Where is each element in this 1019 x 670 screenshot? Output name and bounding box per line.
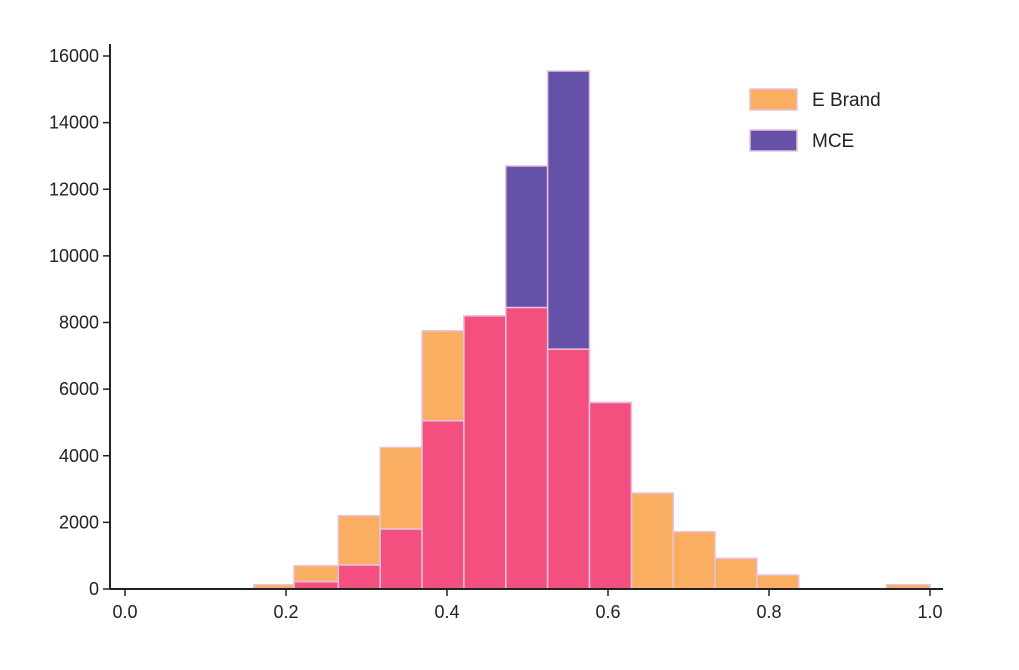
bars-layer (253, 70, 931, 590)
x-tick-label: 0.4 (434, 602, 459, 622)
y-tick-label: 4000 (59, 446, 99, 466)
bar-e-brand-9 (630, 492, 674, 590)
bar-overlap-2 (379, 528, 423, 590)
y-tick-label: 2000 (59, 512, 99, 532)
bar-overlap-6 (546, 348, 591, 590)
x-tick-label: 0.8 (756, 602, 781, 622)
bar-overlap-0 (293, 580, 340, 590)
legend: E Brand MCE (749, 88, 881, 152)
bar-overlap-5 (505, 306, 549, 590)
bar-overlap-1 (337, 564, 381, 590)
y-tick-label: 16000 (49, 46, 99, 66)
y-tick-label: 0 (89, 579, 99, 599)
x-tick-label: 0.2 (273, 602, 298, 622)
x-tick-label: 0.0 (112, 602, 137, 622)
y-tick-label: 10000 (49, 246, 99, 266)
bar-e-brand-11 (714, 557, 758, 590)
axes-layer: 0.0 0.2 0.4 0.6 0.8 1.0 0 2000 4000 6000 8000 10000… (49, 44, 943, 622)
bar-overlap-7 (588, 401, 633, 590)
legend-label-e-brand: E Brand (812, 90, 881, 111)
x-tick-label: 0.6 (595, 602, 620, 622)
bar-overlap-3 (421, 420, 465, 590)
legend-swatch-mce (749, 129, 798, 152)
y-tick-label: 8000 (59, 313, 99, 333)
y-tick-label: 12000 (49, 179, 99, 199)
y-tick-label: 6000 (59, 379, 99, 399)
legend-label-mce: MCE (812, 131, 854, 152)
x-tick-label: 1.0 (917, 602, 942, 622)
bar-e-brand-10 (672, 530, 716, 590)
y-tick-label: 14000 (49, 113, 99, 133)
bar-overlap-4 (463, 315, 507, 590)
bar-e-brand-12 (756, 574, 800, 590)
legend-swatch-e-brand (749, 88, 798, 111)
